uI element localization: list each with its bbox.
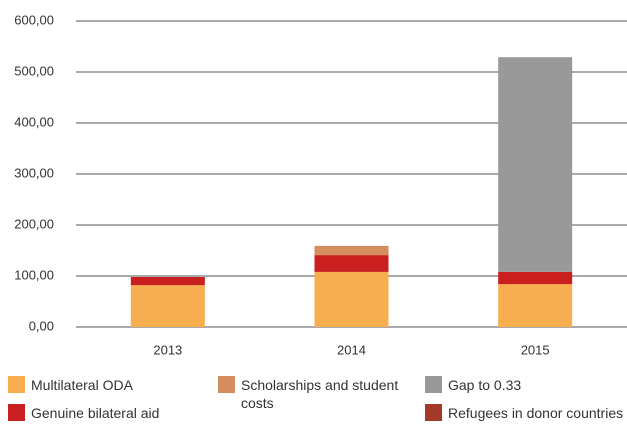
y-tick-label: 600,00 <box>14 12 54 27</box>
y-tick-label: 0,00 <box>29 318 54 333</box>
legend-label: Genuine bilateral aid <box>31 405 160 421</box>
bar-segment <box>130 277 205 286</box>
x-tick-label: 2014 <box>337 342 366 357</box>
legend-label: Multilateral ODA <box>31 377 133 393</box>
y-tick-label: 100,00 <box>14 267 54 282</box>
legend-item: Gap to 0.33 <box>425 376 625 394</box>
chart: 0,00 100,00 200,00 300,00 400,00 500,00 600,00… <box>14 12 627 357</box>
legend-swatch <box>8 376 25 393</box>
bar-segment <box>498 284 573 327</box>
legend-swatch <box>425 376 442 393</box>
legend-item: Genuine bilateral aid <box>8 404 198 422</box>
legend-swatch <box>218 376 235 393</box>
legend-swatch <box>425 404 442 421</box>
x-tick-label: 2015 <box>521 342 550 357</box>
bar-segment <box>130 285 205 327</box>
legend-label: Scholarships and student costs <box>241 377 399 411</box>
legend-label: Refugees in donor countries <box>448 405 624 421</box>
legend-item: Multilateral ODA <box>8 376 198 394</box>
y-tick-label: 300,00 <box>14 165 54 180</box>
bar-segment <box>314 271 389 327</box>
x-tick-label: 2013 <box>153 342 182 357</box>
bar-segment <box>498 271 573 285</box>
bar-segment <box>314 255 389 272</box>
bar-segment <box>314 245 389 256</box>
y-tick-label: 400,00 <box>14 114 54 129</box>
y-tick-label: 500,00 <box>14 63 54 78</box>
y-tick-label: 200,00 <box>14 216 54 231</box>
legend-item: Refugees in donor countries <box>425 404 627 422</box>
legend-swatch <box>8 404 25 421</box>
legend-label: Gap to 0.33 <box>448 377 522 393</box>
bar-segment <box>498 57 573 272</box>
legend-item: Scholarships and student costs <box>218 376 403 412</box>
